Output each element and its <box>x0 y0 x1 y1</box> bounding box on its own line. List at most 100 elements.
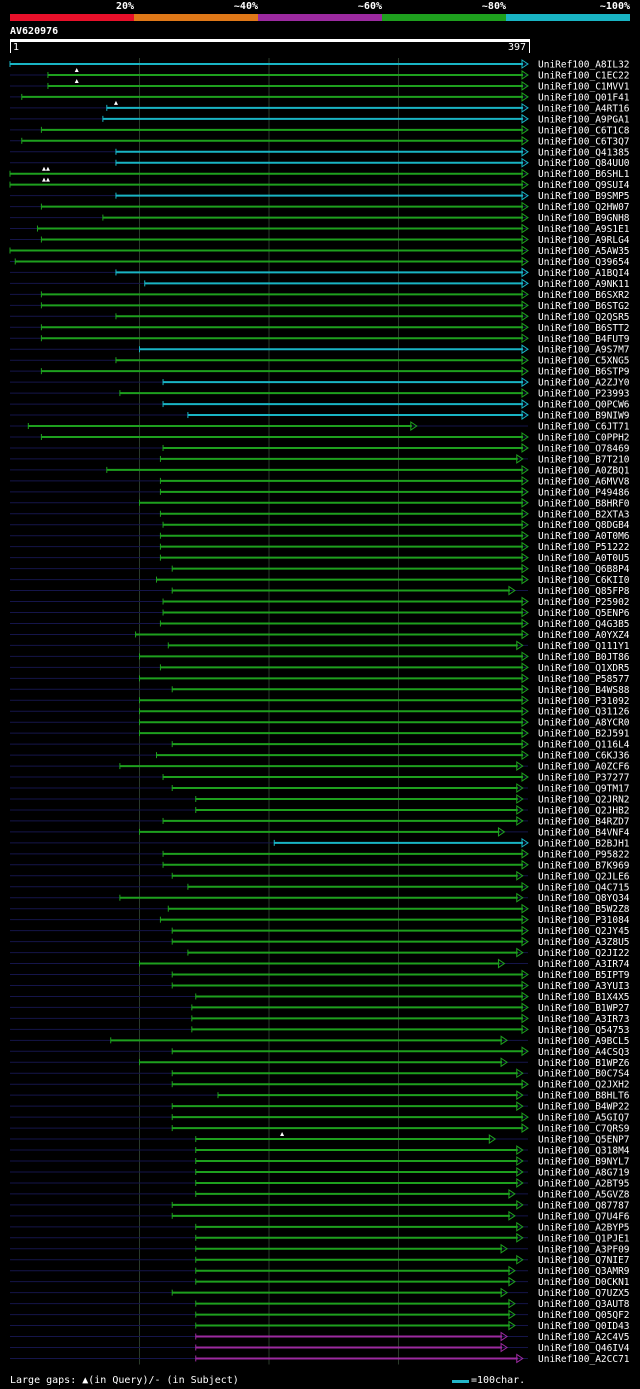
hit-label: UniRef100_C6JT71 <box>538 422 630 433</box>
hit-label: UniRef100_B4WP22 <box>538 1102 630 1113</box>
alignment-arrowhead <box>521 102 529 113</box>
hit-label: UniRef100_A3PF09 <box>538 1244 630 1255</box>
hit-label: UniRef100_B8HLT6 <box>538 1091 630 1102</box>
legend-label: 20% <box>115 1 134 12</box>
alignment-arrowhead <box>521 179 529 190</box>
alignment-arrowhead <box>521 903 529 914</box>
hit-label: UniRef100_P25902 <box>538 597 630 608</box>
hit-label: UniRef100_B0C7S4 <box>538 1069 630 1080</box>
legend-swatch <box>382 14 506 21</box>
alignment-arrowhead <box>521 344 529 355</box>
alignment-arrowhead <box>516 1068 524 1079</box>
legend-swatch <box>10 14 134 21</box>
legend-label: ~60% <box>357 1 382 12</box>
hit-label: UniRef100_Q111Y1 <box>538 641 630 652</box>
alignment-arrowhead <box>521 508 529 519</box>
alignment-arrowhead <box>521 366 529 377</box>
alignment-arrowhead <box>521 201 529 212</box>
alignment-arrowhead <box>516 1156 524 1166</box>
alignment-arrowhead <box>500 1243 508 1254</box>
alignment-arrowhead <box>521 124 529 135</box>
hit-label: UniRef100_Q4G3B5 <box>538 619 630 630</box>
alignment-arrowhead <box>521 1024 529 1035</box>
legend-swatch <box>134 14 258 21</box>
hit-label: UniRef100_D0CKN1 <box>538 1277 630 1288</box>
alignment-arrowhead <box>521 81 529 91</box>
hit-label: UniRef100_P31092 <box>538 696 630 707</box>
alignment-arrowhead <box>500 1331 508 1342</box>
alignment-arrowhead <box>508 1320 516 1331</box>
alignment-arrowhead <box>521 848 529 859</box>
hit-label: UniRef100_Q8DGB4 <box>538 520 630 531</box>
gap-marker <box>113 100 118 105</box>
alignment-arrowhead <box>521 300 529 311</box>
hit-label: UniRef100_B1WP27 <box>538 1003 630 1014</box>
alignment-arrowhead <box>521 980 529 991</box>
hit-label: UniRef100_P95822 <box>538 849 630 860</box>
hit-label: UniRef100_B4RZD7 <box>538 816 630 827</box>
hit-label: UniRef100_Q318M4 <box>538 1146 630 1157</box>
gap-marker <box>45 177 50 182</box>
hit-label: UniRef100_P37277 <box>538 773 630 784</box>
hit-label: UniRef100_B6STT2 <box>538 323 630 334</box>
alignment-arrowhead <box>516 1167 524 1177</box>
alignment-arrowhead <box>488 1134 497 1144</box>
hit-label: UniRef100_A8YCR0 <box>538 718 630 729</box>
alignment-arrowhead <box>521 410 529 420</box>
hit-label: UniRef100_Q7U4F6 <box>538 1211 630 1222</box>
alignment-arrowhead <box>516 805 524 815</box>
hit-label: UniRef100_Q0PCW6 <box>538 400 630 411</box>
hit-label: UniRef100_C0PPH2 <box>538 432 630 443</box>
hit-label: UniRef100_Q46IV4 <box>538 1343 630 1354</box>
alignment-arrowhead <box>521 190 529 201</box>
alignment-arrowhead <box>516 783 524 793</box>
alignment-arrowhead <box>500 1287 508 1298</box>
hit-label: UniRef100_B1X4X5 <box>538 992 630 1003</box>
hit-label: UniRef100_A5GIQ7 <box>538 1113 630 1124</box>
alignment-arrowhead <box>521 223 529 234</box>
alignment-arrowhead <box>521 267 529 278</box>
alignment-arrowhead <box>521 574 529 585</box>
alignment-arrowhead <box>521 607 529 618</box>
alignment-arrowhead <box>521 311 529 322</box>
alignment-arrowhead <box>516 794 524 804</box>
hit-label: UniRef100_Q41385 <box>538 147 630 158</box>
alignment-arrowhead <box>521 673 529 684</box>
alignment-arrowhead <box>521 1013 529 1024</box>
hit-label: UniRef100_B9NIW9 <box>538 411 630 422</box>
hit-label: UniRef100_Q5ENP7 <box>538 1135 630 1146</box>
gap-marker <box>74 67 79 72</box>
hit-label: UniRef100_B9NYL7 <box>538 1157 630 1168</box>
alignment-arrowhead <box>500 1342 508 1353</box>
alignment-arrowhead <box>521 1002 529 1013</box>
alignment-arrowhead <box>521 881 529 892</box>
identity-legend: 20% ~40% ~60% ~80% ~100% <box>10 0 630 22</box>
alignment-arrowhead <box>508 1210 516 1221</box>
hit-label: UniRef100_P58577 <box>538 674 630 685</box>
hit-label: UniRef100_A6MVV8 <box>538 476 630 487</box>
hit-label: UniRef100_B6SHL1 <box>538 169 630 180</box>
alignment-arrowhead <box>521 859 529 870</box>
alignment-arrowhead <box>516 815 524 826</box>
hit-label: UniRef100_A0ZCF6 <box>538 762 630 773</box>
alignment-arrowhead <box>521 1079 529 1090</box>
hit-label: UniRef100_A0T0U5 <box>538 553 630 564</box>
gap-marker <box>280 1132 285 1137</box>
hit-label: UniRef100_Q01F41 <box>538 92 630 103</box>
alignment-arrowhead <box>521 432 529 442</box>
alignment-arrowhead <box>521 969 529 980</box>
ruler-end-tick <box>529 42 530 53</box>
alignment-arrowhead <box>508 1265 516 1276</box>
alignment-arrowhead <box>521 486 529 497</box>
alignment-arrowhead <box>521 914 529 925</box>
alignment-arrowhead <box>521 739 529 750</box>
hit-label: UniRef100_A9PGA1 <box>538 114 630 125</box>
hit-label: UniRef100_A4CSQ3 <box>538 1047 630 1058</box>
hit-label: UniRef100_Q84UU0 <box>538 158 630 169</box>
alignment-arrowhead <box>521 530 529 541</box>
hit-label: UniRef100_C1MVV1 <box>538 81 630 92</box>
alignment-arrowhead <box>508 585 516 596</box>
hit-label: UniRef100_A3Z8U5 <box>538 937 630 948</box>
hit-label: UniRef100_B0JT86 <box>538 652 630 663</box>
gap-marker <box>42 166 47 171</box>
